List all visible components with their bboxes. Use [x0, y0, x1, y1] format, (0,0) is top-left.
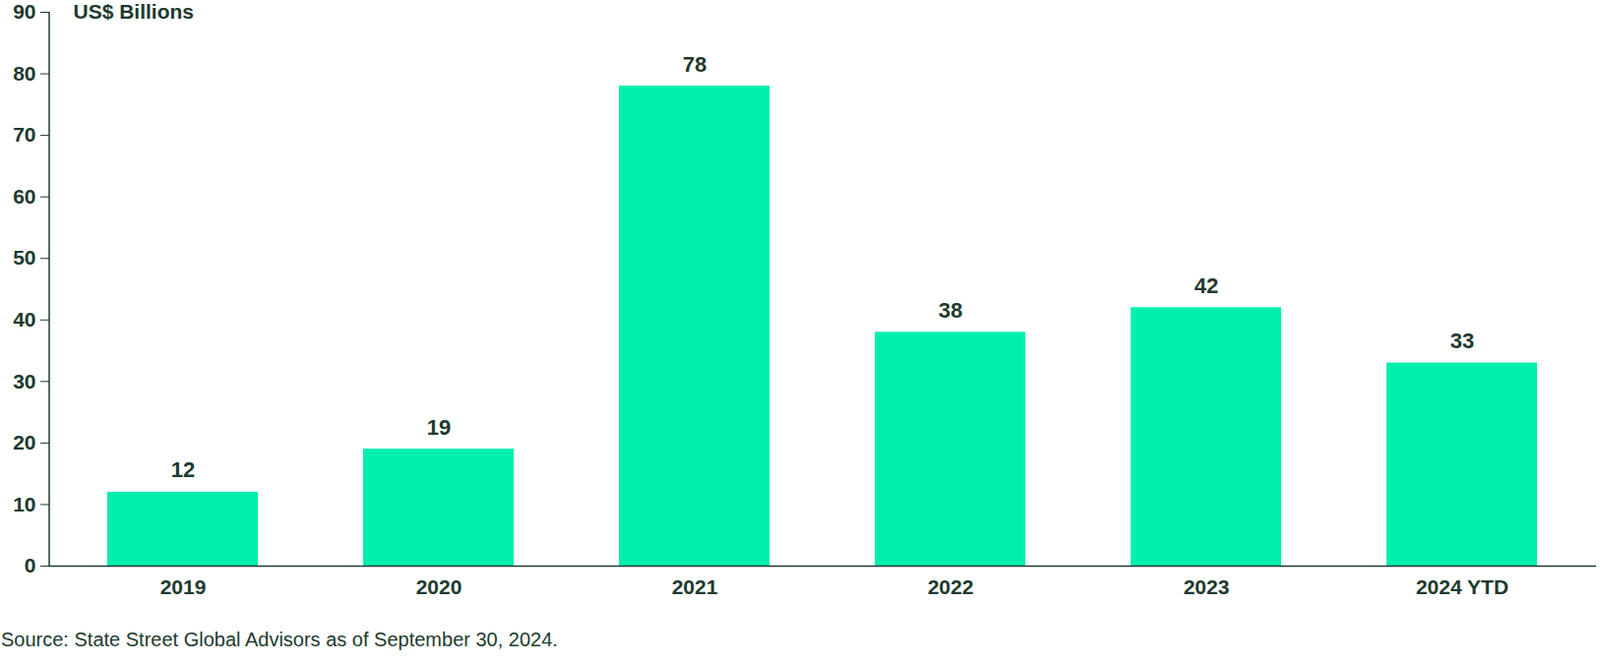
svg-text:60: 60	[12, 184, 36, 208]
svg-text:30: 30	[12, 369, 36, 393]
svg-text:2023: 2023	[1183, 575, 1231, 599]
svg-text:0: 0	[24, 553, 37, 577]
svg-text:2022: 2022	[927, 575, 975, 599]
svg-text:80: 80	[12, 61, 36, 85]
svg-text:10: 10	[12, 492, 36, 516]
svg-text:42: 42	[1194, 273, 1219, 299]
svg-text:2019: 2019	[160, 575, 207, 599]
svg-text:38: 38	[938, 298, 963, 323]
html-text:Source: State Street Global Ad: Source: State Street Global Advisors as …	[0, 628, 558, 651]
svg-text:2024 YTD: 2024 YTD	[1415, 575, 1509, 599]
svg-text:US$ Billions: US$ Billions	[73, 0, 195, 23]
svg-text:20: 20	[12, 430, 36, 454]
svg-text:12: 12	[171, 457, 195, 483]
svg-text:78: 78	[682, 52, 707, 77]
svg-text:50: 50	[12, 246, 36, 269]
svg-text:19: 19	[427, 415, 451, 440]
svg-text:70: 70	[12, 123, 36, 146]
svg-text:90: 90	[12, 0, 36, 23]
svg-text:2021: 2021	[672, 575, 719, 599]
svg-text:2020: 2020	[416, 575, 463, 599]
svg-text:40: 40	[12, 307, 36, 331]
svg-text:33: 33	[1450, 328, 1475, 354]
